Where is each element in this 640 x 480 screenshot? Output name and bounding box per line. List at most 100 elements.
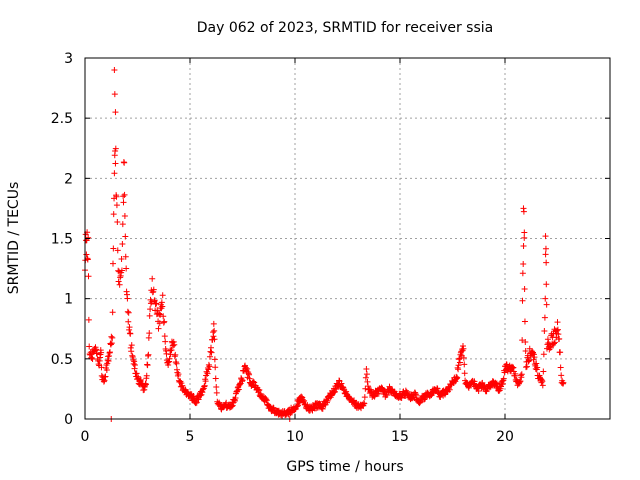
data-point bbox=[174, 369, 181, 376]
data-point bbox=[500, 375, 507, 382]
x-tick-label: 20 bbox=[496, 429, 514, 445]
data-point bbox=[540, 368, 547, 375]
data-point bbox=[518, 371, 525, 378]
data-point bbox=[166, 358, 172, 365]
data-point bbox=[122, 233, 129, 240]
y-tick-label: 2 bbox=[64, 171, 73, 187]
data-point bbox=[175, 371, 182, 378]
data-point bbox=[542, 295, 549, 302]
data-point bbox=[101, 377, 108, 384]
data-point bbox=[205, 361, 212, 368]
data-point bbox=[521, 234, 528, 241]
data-point bbox=[460, 354, 467, 361]
data-point bbox=[211, 336, 218, 343]
data-point bbox=[109, 334, 116, 341]
data-point bbox=[111, 67, 118, 74]
data-point bbox=[543, 281, 550, 288]
data-point bbox=[106, 349, 113, 356]
data-point bbox=[119, 221, 126, 228]
data-point bbox=[121, 213, 128, 220]
data-point bbox=[362, 374, 369, 381]
data-point bbox=[461, 361, 468, 368]
data-point bbox=[460, 345, 467, 352]
data-point bbox=[115, 278, 122, 285]
data-point bbox=[98, 372, 105, 379]
data-point bbox=[98, 364, 105, 371]
data-point bbox=[173, 360, 180, 367]
data-point bbox=[541, 314, 548, 321]
data-point bbox=[471, 378, 478, 385]
data-point bbox=[461, 370, 468, 377]
data-point bbox=[102, 373, 109, 380]
x-tick-label: 15 bbox=[391, 429, 409, 445]
data-point bbox=[501, 369, 508, 376]
data-point bbox=[116, 281, 123, 288]
data-point bbox=[331, 388, 338, 395]
data-point bbox=[560, 379, 567, 386]
data-point bbox=[105, 357, 112, 364]
data-point bbox=[520, 260, 527, 267]
data-point bbox=[85, 316, 92, 323]
data-point bbox=[523, 364, 529, 371]
data-point bbox=[531, 354, 538, 361]
x-tick-label: 0 bbox=[81, 429, 90, 445]
data-point bbox=[89, 356, 96, 363]
data-point bbox=[446, 386, 453, 393]
data-point bbox=[521, 318, 528, 325]
data-point bbox=[112, 109, 119, 116]
data-point bbox=[98, 349, 105, 356]
data-point bbox=[206, 353, 213, 360]
data-point bbox=[123, 265, 130, 272]
data-point bbox=[172, 351, 179, 358]
data-point bbox=[143, 372, 150, 379]
data-point bbox=[361, 400, 368, 407]
axis-ticks: 0 5 10 15 20 0 0.5 1 1.5 2 2.5 3 bbox=[51, 51, 610, 445]
chart-title: Day 062 of 2023, SRMTID for receiver ssi… bbox=[197, 20, 493, 36]
data-point bbox=[244, 365, 251, 372]
data-point bbox=[110, 260, 116, 267]
data-point bbox=[127, 330, 134, 337]
data-point bbox=[551, 339, 558, 346]
data-point bbox=[159, 303, 166, 310]
data-point bbox=[210, 320, 217, 327]
data-point bbox=[111, 170, 118, 177]
data-point bbox=[112, 145, 119, 152]
data-point bbox=[361, 394, 368, 401]
data-point bbox=[155, 325, 162, 332]
data-point bbox=[295, 402, 302, 409]
y-tick-label: 3 bbox=[64, 51, 73, 67]
data-point bbox=[532, 365, 539, 372]
data-point bbox=[120, 193, 127, 200]
data-point bbox=[156, 320, 163, 327]
data-point bbox=[131, 362, 138, 369]
data-point bbox=[539, 382, 546, 389]
data-point bbox=[210, 333, 217, 340]
data-point bbox=[128, 342, 135, 349]
data-point bbox=[144, 362, 151, 369]
data-point bbox=[121, 191, 128, 198]
data-point bbox=[170, 338, 177, 345]
data-point bbox=[364, 383, 371, 390]
data-point bbox=[157, 311, 164, 318]
data-point bbox=[456, 359, 463, 366]
data-point bbox=[558, 372, 565, 379]
data-point bbox=[159, 292, 166, 299]
data-point bbox=[131, 358, 138, 365]
data-point bbox=[85, 273, 92, 280]
data-point bbox=[542, 245, 549, 252]
data-point bbox=[162, 338, 169, 345]
data-point bbox=[206, 363, 213, 370]
data-point bbox=[129, 353, 136, 360]
data-point bbox=[554, 327, 561, 334]
data-point bbox=[110, 211, 117, 218]
y-tick-label: 2.5 bbox=[51, 111, 73, 127]
data-point bbox=[160, 313, 167, 320]
y-tick-label: 1 bbox=[64, 292, 73, 308]
x-tick-label: 5 bbox=[186, 429, 195, 445]
data-point bbox=[517, 378, 524, 385]
y-tick-label: 0 bbox=[64, 412, 73, 428]
data-point bbox=[151, 297, 158, 304]
data-point bbox=[93, 346, 100, 353]
data-point bbox=[100, 378, 107, 385]
data-point bbox=[533, 360, 540, 367]
